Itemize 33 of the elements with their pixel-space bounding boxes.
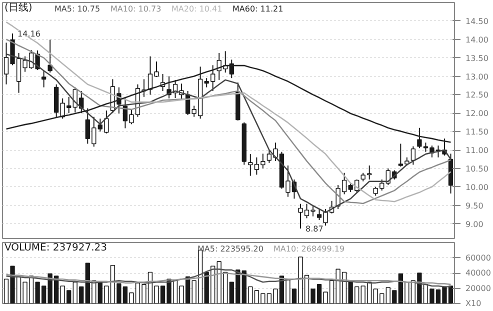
y-tick-label: 12.00 (466, 109, 488, 118)
candlestick (367, 164, 372, 180)
text: MA20: 10.41 (172, 4, 222, 14)
y-tick-label: 11.00 (466, 146, 488, 155)
chart-title: (日线) (4, 2, 32, 14)
y-tick-label: 10.00 (466, 182, 488, 192)
candlestick (48, 39, 52, 74)
line-series (6, 272, 452, 286)
y-tick-label: 9.50 (466, 201, 484, 210)
y-tick-label: 9.00 (466, 220, 484, 229)
annotation: 14.16 (18, 29, 40, 38)
y-tick-label: 20000 (466, 284, 491, 293)
text: MA60: 11.21 (232, 4, 284, 14)
y-tick-label: 14.00 (466, 35, 488, 44)
candlestick (41, 70, 46, 88)
line-series (6, 268, 452, 288)
y-tick-label: 13.50 (466, 54, 488, 63)
y-tick-label: 40000 (466, 268, 491, 278)
text: MA10: 268499.19 (274, 244, 345, 254)
y-tick-label: 60000 (466, 253, 491, 262)
text: MA5: 223595.20 (198, 244, 264, 254)
text: MA5: 10.75 (54, 4, 100, 14)
y-tick-label: 14.50 (466, 16, 488, 26)
y-tick-label: 10.50 (466, 164, 488, 174)
y-tick-label: X10 (466, 299, 482, 308)
y-tick-label: 12.50 (466, 90, 488, 100)
candlestick (398, 143, 403, 168)
y-tick-label: 11.50 (466, 128, 488, 137)
candlestick (410, 146, 416, 166)
text: MA10: 10.73 (110, 4, 162, 14)
y-tick-label: 13.00 (466, 72, 488, 82)
chart-title: VOLUME: 237927.23 (4, 242, 107, 254)
annotation: 8.87 (305, 224, 324, 234)
